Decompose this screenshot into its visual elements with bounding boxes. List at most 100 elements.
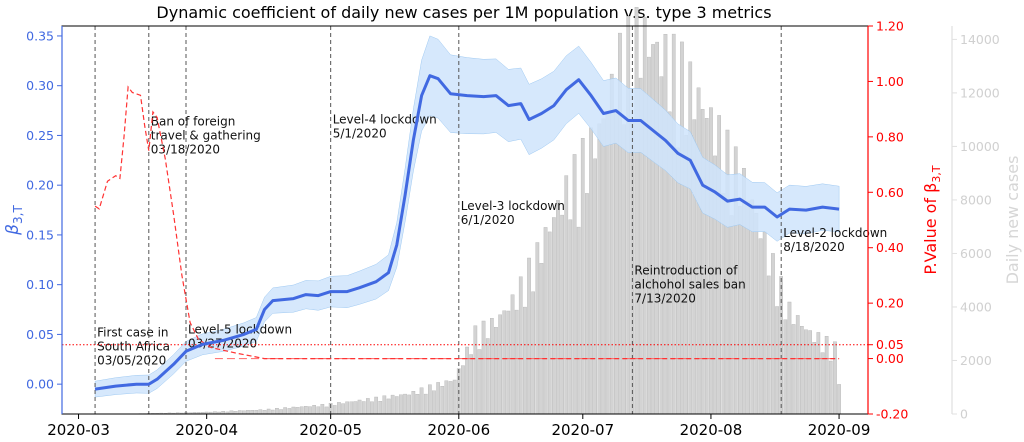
- right-tick-label: 1.00: [876, 74, 904, 89]
- daily-cases-bar: [270, 409, 275, 415]
- daily-cases-bar: [386, 398, 391, 415]
- daily-cases-bar: [481, 320, 486, 415]
- event-label: Level-5 lockdown 03/27/2020: [188, 322, 292, 350]
- daily-cases-bar: [837, 384, 841, 415]
- daily-cases-bar: [523, 306, 527, 415]
- daily-cases-bar: [580, 137, 585, 415]
- x-tick-label: 2020-06: [427, 421, 490, 439]
- left-tick-label: 0.05: [26, 327, 54, 342]
- daily-cases-bar: [423, 393, 428, 415]
- daily-cases-bar: [560, 214, 564, 415]
- daily-cases-bar: [804, 329, 808, 415]
- event-label-line: 03/05/2020: [97, 353, 166, 367]
- right-tick-label: 0.80: [876, 129, 904, 144]
- daily-cases-bar: [394, 396, 399, 415]
- far-right-tick-label: 2000: [960, 353, 992, 368]
- left-axis-title: β3,T: [3, 205, 25, 236]
- daily-cases-bar: [237, 410, 242, 415]
- event-label: Ban of foreign travel & gathering 03/18/20…: [151, 115, 261, 157]
- daily-cases-bar: [568, 219, 573, 415]
- daily-cases-bar: [465, 346, 469, 415]
- daily-cases-bar: [783, 319, 788, 415]
- event-label-line: Level-3 lockdown: [461, 199, 565, 213]
- daily-cases-bar: [634, 6, 639, 415]
- daily-cases-bar: [518, 276, 523, 415]
- daily-cases-bar: [597, 123, 602, 415]
- left-tick-label: 0.35: [26, 28, 54, 43]
- daily-cases-bar: [696, 87, 701, 415]
- daily-cases-bar: [510, 294, 515, 415]
- far-right-axis-title: Daily new cases: [1003, 156, 1022, 285]
- daily-cases-bar: [262, 410, 267, 415]
- daily-cases-bar: [436, 382, 440, 415]
- x-tick-label: 2020-09: [808, 421, 871, 439]
- event-label-line: Reintroduction of: [634, 264, 738, 278]
- axis-titles: β3,T P.Value of β3,T Daily new cases: [3, 156, 1022, 285]
- daily-cases-bar: [502, 310, 507, 415]
- event-label-line: travel & gathering: [151, 129, 261, 143]
- right-tick-label: 0.00: [876, 351, 904, 366]
- daily-cases-bar: [746, 200, 750, 415]
- daily-cases-bar: [419, 387, 424, 415]
- daily-cases-bar: [440, 386, 445, 415]
- daily-cases-bar: [535, 242, 540, 415]
- daily-cases-bar: [390, 394, 395, 415]
- far-right-tick-label: 4000: [960, 299, 992, 314]
- daily-cases-bar: [246, 410, 250, 415]
- event-label-line: Level-4 lockdown: [333, 113, 437, 127]
- daily-cases-bar: [287, 408, 292, 415]
- daily-cases-bar: [494, 327, 498, 415]
- left-tick-label: 0.30: [26, 78, 54, 93]
- daily-cases-bar: [432, 390, 436, 415]
- daily-cases-bar: [320, 404, 325, 415]
- daily-cases-bar: [762, 231, 767, 415]
- right-tick-label: -0.20: [876, 407, 908, 422]
- daily-cases-bar: [316, 406, 321, 415]
- daily-cases-bar: [349, 401, 354, 415]
- daily-cases-bar: [808, 330, 812, 415]
- beta-series: [94, 74, 840, 391]
- daily-cases-bar: [593, 158, 597, 415]
- plot-frame: [61, 25, 953, 415]
- event-label-line: South Africa: [97, 339, 170, 353]
- far-right-tick-label: 0: [960, 407, 968, 422]
- daily-cases-bar: [258, 409, 263, 415]
- daily-cases-bar: [370, 401, 374, 415]
- daily-cases-bar: [382, 395, 387, 415]
- daily-cases-bar: [824, 336, 829, 415]
- event-label-line: 03/27/2020: [188, 336, 257, 350]
- daily-cases-bar: [345, 401, 349, 415]
- daily-cases-bar: [833, 341, 837, 415]
- daily-cases-bar: [758, 238, 763, 415]
- daily-cases-bar: [576, 226, 581, 415]
- right-tick-label: 0.20: [876, 296, 904, 311]
- pvalue-series: [94, 85, 840, 360]
- daily-cases-bar: [589, 127, 593, 415]
- daily-cases-bar: [312, 405, 316, 415]
- right-axis-ticks: -0.20 0.000.05 0.20 0.40 0.60 0.80 1.00 1.20: [868, 19, 908, 422]
- daily-cases-bar: [353, 401, 358, 415]
- far-right-tick-label: 12000: [960, 85, 1000, 100]
- daily-cases-bar: [800, 326, 804, 415]
- event-label: Reintroduction of alchohol sales ban 7/13/…: [634, 264, 745, 306]
- event-label: Level-3 lockdown 6/1/2020: [461, 199, 565, 227]
- left-tick-label: 0.10: [26, 277, 54, 292]
- daily-cases-bar: [671, 33, 676, 415]
- pvalue-line: [94, 85, 840, 360]
- daily-cases-bar: [556, 200, 560, 415]
- right-axis-title-sub: 3,T: [930, 165, 943, 182]
- daily-cases-bar: [547, 231, 552, 415]
- chart-title: Dynamic coefficient of daily new cases p…: [156, 3, 771, 22]
- daily-cases-bar: [622, 124, 626, 415]
- right-tick-label: 1.20: [876, 19, 904, 34]
- x-tick-label: 2020-08: [680, 421, 743, 439]
- daily-cases-bar: [709, 107, 713, 415]
- daily-cases-bar: [378, 401, 383, 415]
- event-label-line: Level-2 lockdown: [783, 226, 887, 240]
- daily-cases-bar: [663, 34, 668, 415]
- event-label-line: First case in: [97, 325, 168, 339]
- x-tick-label: 2020-07: [551, 421, 614, 439]
- event-label: Level-4 lockdown 5/1/2020: [333, 113, 437, 141]
- event-label-line: alchohol sales ban: [634, 278, 745, 292]
